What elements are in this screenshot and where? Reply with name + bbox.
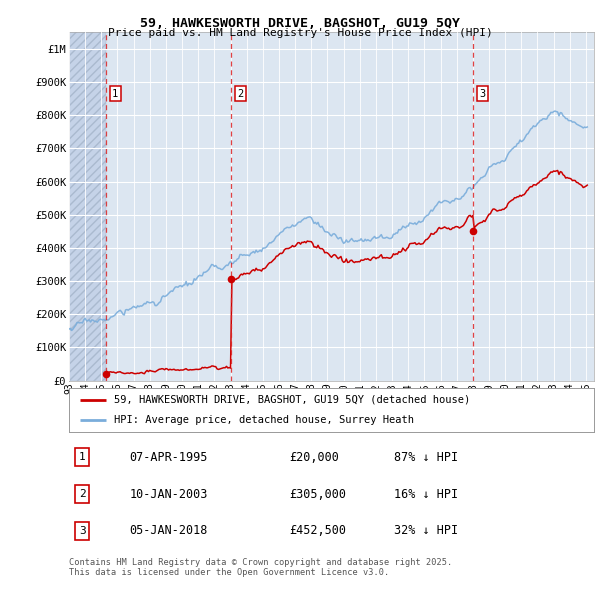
Text: 05-JAN-2018: 05-JAN-2018 xyxy=(130,525,208,537)
Text: £452,500: £452,500 xyxy=(290,525,347,537)
Text: £20,000: £20,000 xyxy=(290,451,340,464)
Text: HPI: Average price, detached house, Surrey Heath: HPI: Average price, detached house, Surr… xyxy=(113,415,413,425)
Text: 1: 1 xyxy=(112,88,118,99)
Bar xyxy=(69,32,106,381)
Text: 10-JAN-2003: 10-JAN-2003 xyxy=(130,487,208,501)
Bar xyxy=(69,32,106,381)
Text: £305,000: £305,000 xyxy=(290,487,347,501)
Text: 59, HAWKESWORTH DRIVE, BAGSHOT, GU19 5QY (detached house): 59, HAWKESWORTH DRIVE, BAGSHOT, GU19 5QY… xyxy=(113,395,470,405)
Text: 2: 2 xyxy=(238,88,244,99)
Text: 07-APR-1995: 07-APR-1995 xyxy=(130,451,208,464)
Text: 3: 3 xyxy=(79,526,86,536)
Text: Price paid vs. HM Land Registry's House Price Index (HPI): Price paid vs. HM Land Registry's House … xyxy=(107,28,493,38)
Text: 32% ↓ HPI: 32% ↓ HPI xyxy=(395,525,458,537)
Text: 2: 2 xyxy=(79,489,86,499)
Text: 87% ↓ HPI: 87% ↓ HPI xyxy=(395,451,458,464)
Text: 1: 1 xyxy=(79,453,86,463)
Text: Contains HM Land Registry data © Crown copyright and database right 2025.
This d: Contains HM Land Registry data © Crown c… xyxy=(69,558,452,577)
Text: 16% ↓ HPI: 16% ↓ HPI xyxy=(395,487,458,501)
Text: 59, HAWKESWORTH DRIVE, BAGSHOT, GU19 5QY: 59, HAWKESWORTH DRIVE, BAGSHOT, GU19 5QY xyxy=(140,17,460,30)
Text: 3: 3 xyxy=(479,88,486,99)
